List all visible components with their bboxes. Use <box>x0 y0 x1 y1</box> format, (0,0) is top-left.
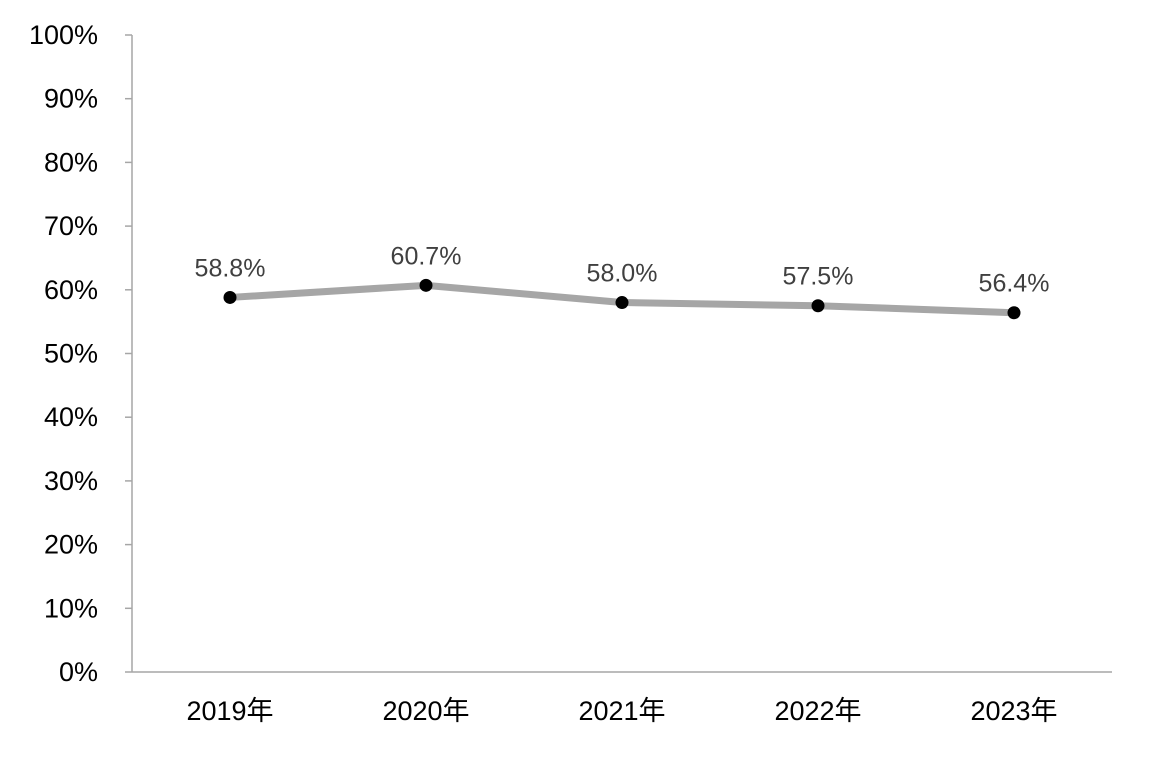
y-tick-label: 70% <box>44 211 98 241</box>
series-layer <box>223 278 1021 320</box>
labels-layer: 58.8% 60.7% 58.0% 57.5% 56.4% <box>195 242 1050 297</box>
data-point-marker <box>419 278 433 292</box>
axes: 0% 10% 20% 30% 40% 50% 60% 70% 80% 90% 100% 2019年 20… <box>29 20 1112 726</box>
data-point-marker <box>223 290 237 304</box>
data-label: 58.8% <box>195 254 266 282</box>
x-tick-label: 2021年 <box>578 696 665 726</box>
y-tick-label: 80% <box>44 147 98 177</box>
data-label: 58.0% <box>587 260 658 288</box>
data-label: 56.4% <box>979 270 1050 298</box>
data-label: 60.7% <box>391 242 462 270</box>
x-tick-label: 2023年 <box>970 696 1057 726</box>
y-tick-label: 100% <box>29 20 98 50</box>
y-tick-label: 90% <box>44 84 98 114</box>
y-tick-label: 20% <box>44 530 98 560</box>
data-point-marker <box>1007 306 1021 320</box>
y-tick-label: 10% <box>44 593 98 623</box>
y-tick-label: 40% <box>44 402 98 432</box>
data-point-marker <box>811 299 825 313</box>
x-tick-label: 2019年 <box>186 696 273 726</box>
y-tick-label: 50% <box>44 339 98 369</box>
data-label: 57.5% <box>783 263 854 291</box>
y-tick-label: 30% <box>44 466 98 496</box>
y-tick-label: 0% <box>59 657 98 687</box>
y-tick-label: 60% <box>44 275 98 305</box>
x-tick-label: 2022年 <box>774 696 861 726</box>
x-tick-label: 2020年 <box>382 696 469 726</box>
data-point-marker <box>615 296 629 310</box>
